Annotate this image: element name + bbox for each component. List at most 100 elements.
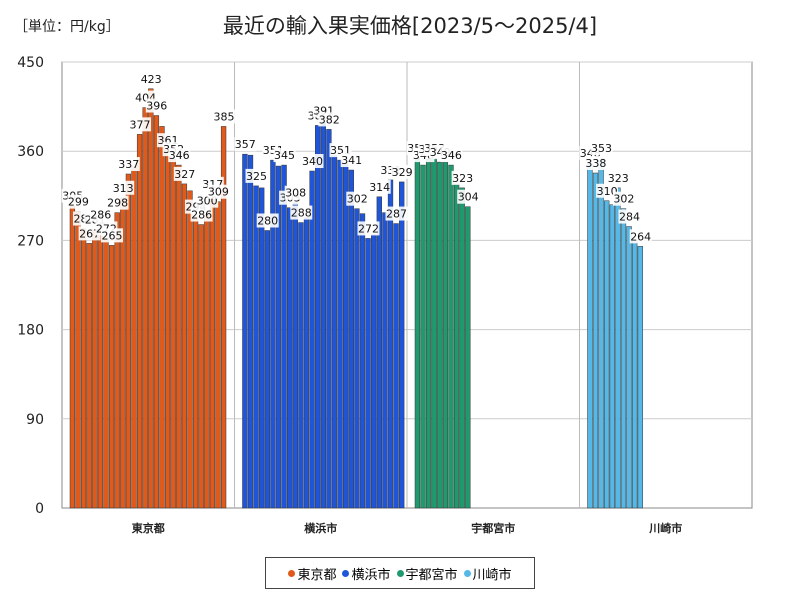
data-label-bg	[67, 194, 90, 209]
bar	[620, 208, 627, 509]
data-label-bg	[440, 148, 463, 163]
chart-title: 最近の輸入果実価格[2023/5～2025/4]	[222, 14, 598, 38]
data-label-bg	[612, 191, 635, 206]
data-label: 272	[358, 222, 379, 235]
legend-label: 横浜市	[351, 567, 391, 583]
bars	[69, 88, 643, 509]
data-label-bg	[284, 185, 307, 200]
bar	[615, 187, 621, 509]
y-tick-label: 450	[17, 55, 44, 71]
bar	[142, 107, 148, 509]
legend: 東京都 横浜市 宇都宮市 川崎市	[265, 557, 535, 589]
data-label-bg	[457, 189, 480, 204]
bar	[247, 154, 254, 509]
x-tick-label: 横浜市	[304, 521, 337, 535]
data-label-bg	[145, 98, 168, 113]
data-label-bg	[607, 170, 630, 185]
data-label: 377	[130, 118, 151, 131]
data-label-bg	[129, 117, 151, 132]
data-label-bg	[117, 156, 140, 171]
data-label-bg	[357, 221, 380, 236]
data-label: 286	[90, 209, 111, 222]
bar	[637, 246, 643, 509]
bar	[114, 212, 120, 509]
bar	[354, 208, 360, 509]
data-label-bg	[318, 112, 341, 127]
bar	[626, 226, 632, 509]
data-label-bg	[340, 153, 363, 168]
legend-item: 川崎市	[463, 564, 512, 583]
data-label: 345	[274, 149, 295, 162]
bar	[465, 206, 471, 509]
data-label: 298	[107, 197, 128, 210]
y-tick-label: 270	[17, 233, 44, 249]
data-label: 382	[319, 113, 340, 126]
bar	[448, 164, 454, 509]
bar	[359, 213, 366, 509]
bar	[259, 187, 265, 509]
data-label-bg	[596, 183, 619, 198]
bar	[170, 158, 176, 509]
bar	[425, 158, 432, 509]
data-label: 280	[257, 214, 278, 227]
bar	[431, 157, 437, 509]
data-label: 302	[613, 193, 634, 206]
bar	[609, 204, 615, 509]
bar	[275, 165, 282, 509]
legend-label: 川崎市	[472, 567, 512, 583]
bar	[320, 120, 326, 509]
data-label-bg	[112, 180, 135, 195]
bar	[453, 183, 460, 509]
data-label-bg	[590, 141, 613, 156]
data-label: 302	[347, 193, 368, 206]
data-label: 299	[68, 196, 89, 209]
bar	[153, 115, 160, 509]
data-label-bg	[346, 191, 369, 206]
legend-label: 宇都宮市	[405, 567, 458, 583]
data-label-bg	[629, 229, 652, 244]
data-label: 396	[146, 100, 167, 113]
bar	[371, 234, 377, 509]
bar	[382, 212, 388, 509]
legend-item: 横浜市	[342, 564, 391, 583]
bar	[592, 172, 599, 509]
bar	[103, 238, 109, 509]
bar	[387, 179, 394, 509]
data-label: 341	[341, 154, 362, 167]
legend-marker	[342, 569, 350, 577]
bar	[86, 243, 92, 509]
data-label: 353	[591, 142, 612, 155]
data-label: 385	[214, 110, 235, 123]
y-tick-label: 360	[17, 144, 44, 160]
bar	[309, 170, 315, 509]
data-label-bg	[584, 156, 607, 171]
x-tick-label: 宇都宮市	[471, 521, 515, 535]
data-label-bg	[234, 137, 257, 152]
bar	[264, 230, 270, 509]
data-label: 357	[235, 138, 256, 151]
bar	[337, 159, 343, 509]
data-label-bg	[190, 207, 213, 222]
bar	[108, 245, 115, 509]
data-labels: 3052992822672812862722652983133373774044…	[61, 71, 652, 244]
data-label-bg	[78, 226, 101, 241]
data-label: 265	[102, 229, 123, 242]
bar	[136, 134, 143, 509]
bar	[75, 211, 81, 509]
bar	[587, 162, 593, 509]
bar	[131, 165, 137, 509]
legend-item: 宇都宮市	[396, 564, 458, 583]
bar	[348, 169, 354, 509]
bar	[365, 238, 371, 509]
bar	[164, 149, 171, 509]
bar	[281, 164, 287, 509]
bar	[442, 161, 449, 509]
data-label: 264	[630, 230, 651, 243]
data-label: 323	[452, 172, 473, 185]
data-label: 325	[246, 170, 267, 183]
bar	[198, 224, 204, 509]
bar	[459, 187, 465, 509]
bar	[181, 183, 188, 509]
y-tick-label: 0	[35, 501, 44, 517]
